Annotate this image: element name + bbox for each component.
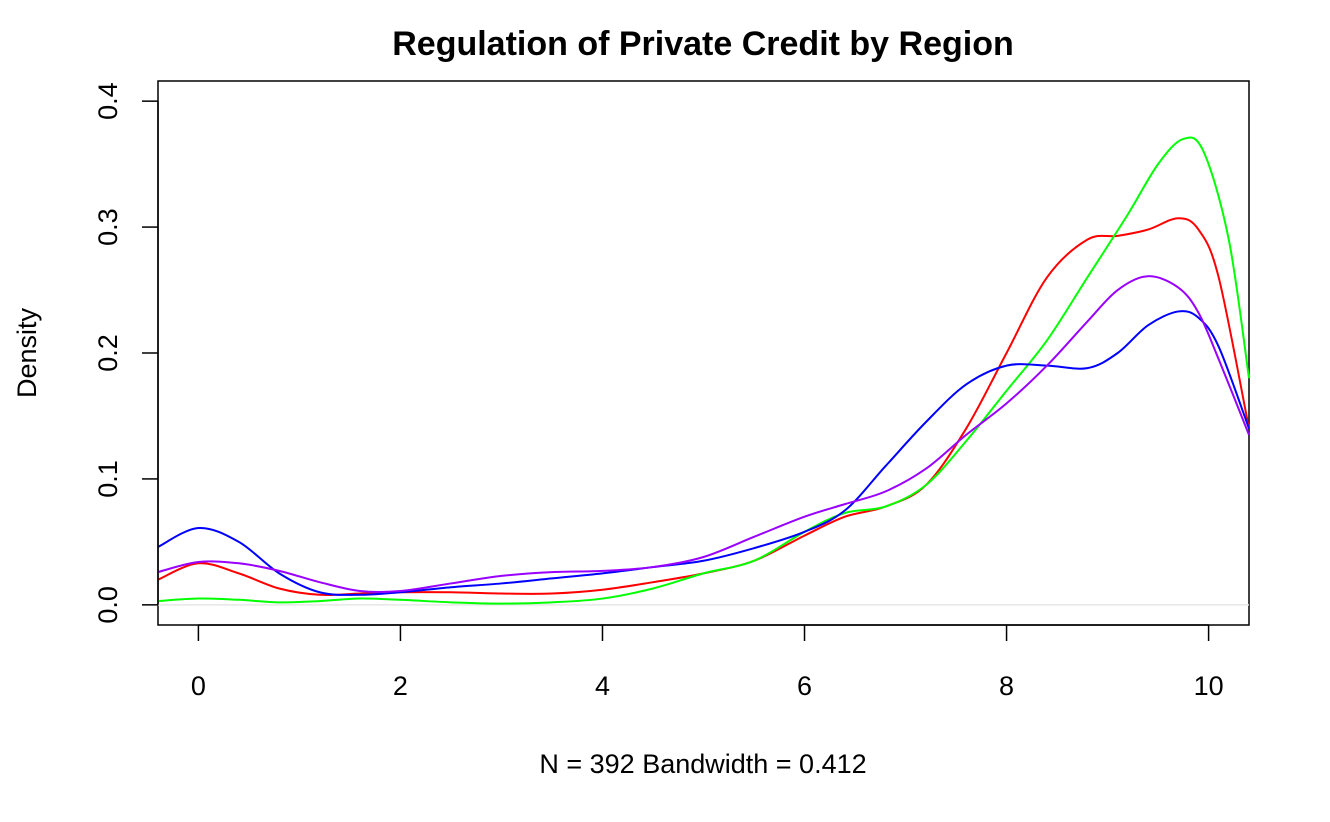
x-tick-label: 6 [797, 671, 812, 701]
x-tick-label: 0 [191, 671, 206, 701]
y-tick-label: 0.0 [93, 586, 123, 624]
x-axis-label: N = 392 Bandwidth = 0.412 [539, 749, 866, 779]
x-tick-label: 8 [999, 671, 1014, 701]
y-axis-label: Density [12, 307, 42, 398]
x-tick-label: 2 [393, 671, 408, 701]
y-tick-label: 0.2 [93, 334, 123, 372]
y-tick-label: 0.1 [93, 460, 123, 498]
y-axis: 0.0 0.1 0.2 0.3 0.4 [93, 82, 159, 624]
y-tick-label: 0.4 [93, 82, 123, 120]
x-axis: 0 2 4 6 8 10 [191, 624, 1224, 701]
x-tick-label: 10 [1194, 671, 1224, 701]
density-line-4 [157, 275, 1250, 594]
density-line-1 [157, 217, 1250, 596]
series-layer [157, 136, 1250, 605]
density-line-3 [157, 310, 1250, 596]
chart-title: Regulation of Private Credit by Region [392, 25, 1014, 63]
density-line-2 [157, 136, 1250, 605]
y-tick-label: 0.3 [93, 208, 123, 246]
plot-frame [157, 80, 1250, 626]
x-tick-label: 4 [595, 671, 610, 701]
